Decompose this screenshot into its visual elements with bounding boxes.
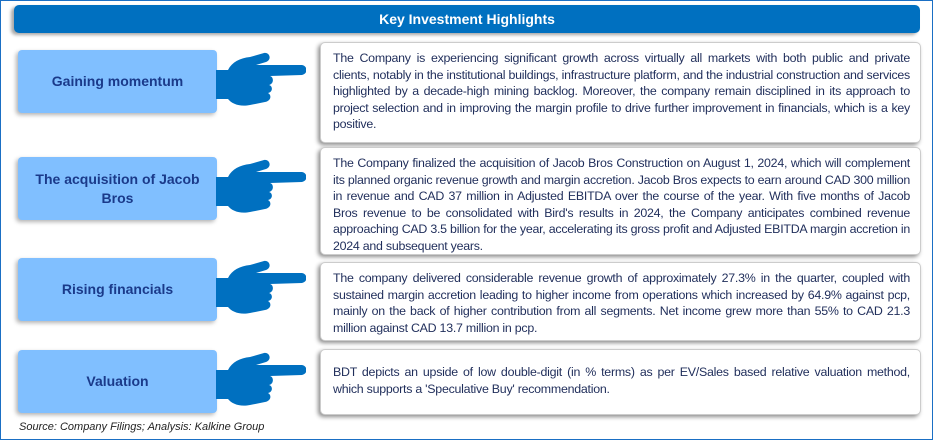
highlight-label: Gaining momentum bbox=[18, 50, 217, 113]
pointing-hand-icon bbox=[216, 52, 307, 112]
highlight-text: The Company finalized the acquisition of… bbox=[320, 147, 921, 255]
highlight-label: Valuation bbox=[18, 350, 217, 413]
pointing-hand-icon bbox=[216, 159, 307, 219]
highlight-label: Rising financials bbox=[18, 258, 217, 321]
pointing-hand-icon bbox=[216, 260, 307, 320]
pointing-hand-icon bbox=[216, 352, 307, 412]
highlight-label: The acquisition of Jacob Bros bbox=[18, 157, 217, 220]
source-note: Source: Company Filings; Analysis: Kalki… bbox=[19, 421, 265, 433]
page-title: Key Investment Highlights bbox=[14, 5, 920, 33]
highlight-text: The company delivered considerable reven… bbox=[320, 262, 921, 341]
highlight-text: The Company is experiencing significant … bbox=[320, 42, 921, 143]
highlight-text: BDT depicts an upside of low double-digi… bbox=[320, 349, 921, 415]
